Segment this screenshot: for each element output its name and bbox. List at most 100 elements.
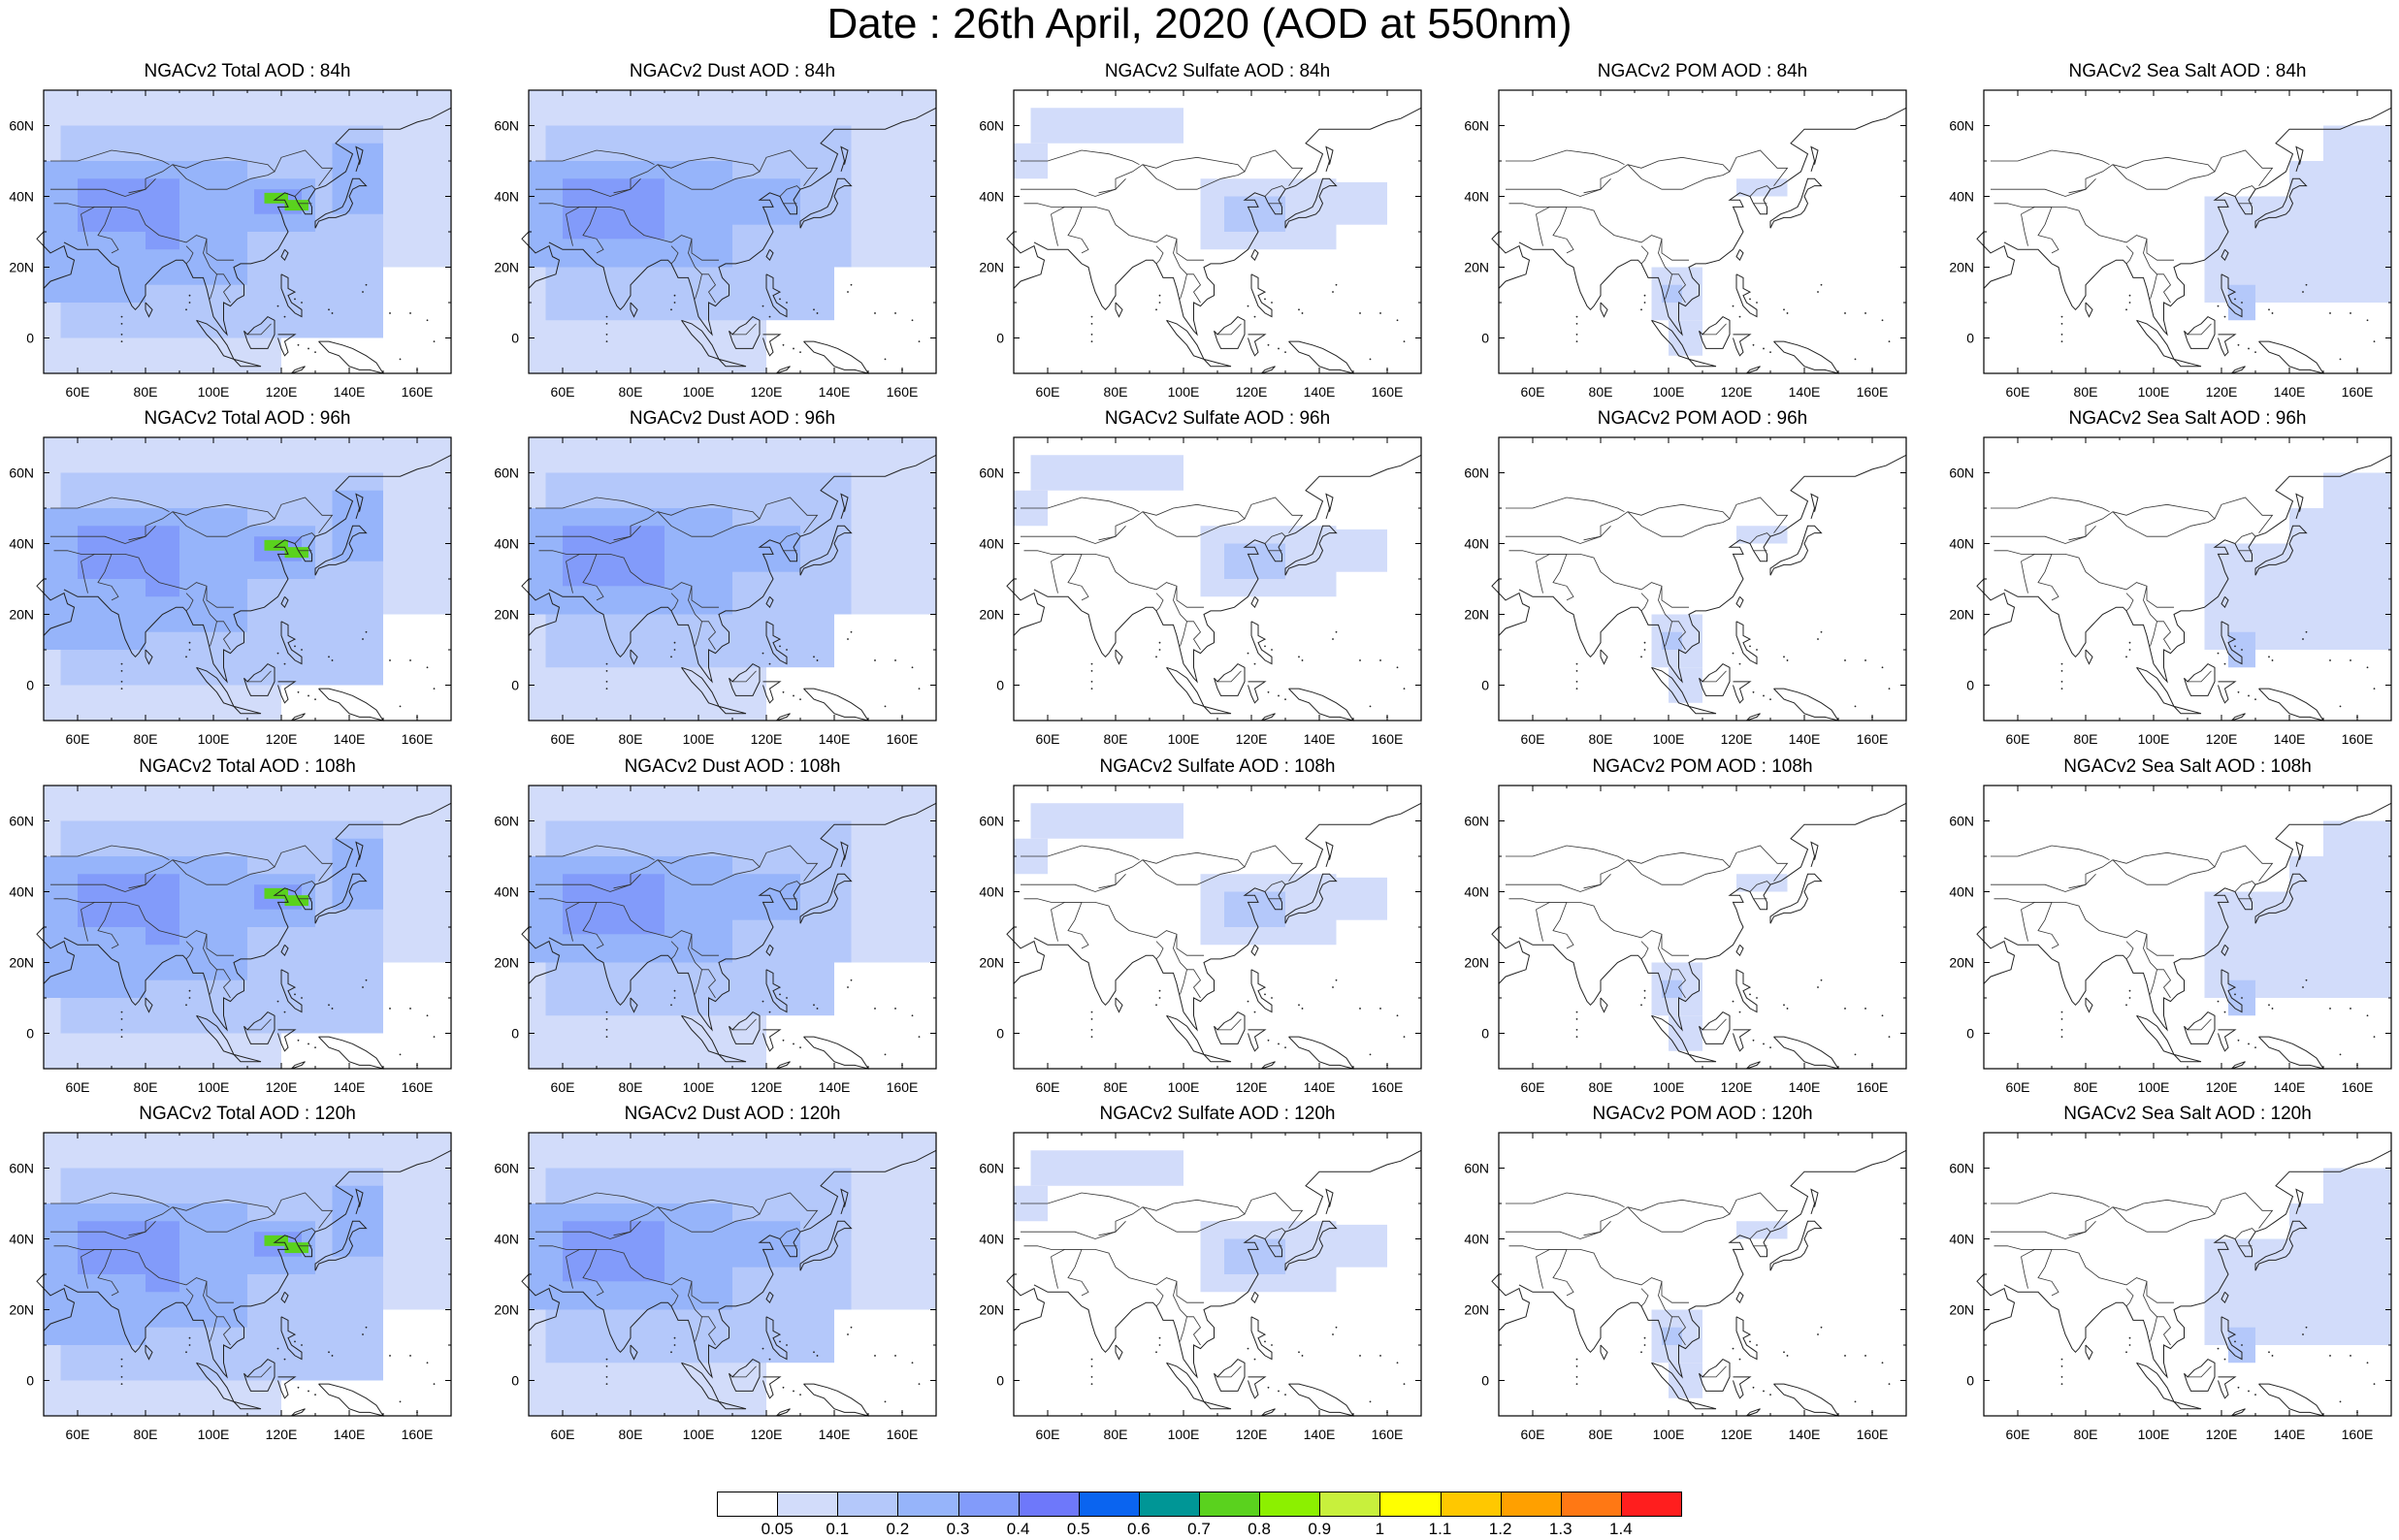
island <box>1090 680 1093 683</box>
island <box>1783 656 1785 658</box>
colorbar-label: 1.4 <box>1609 1520 1633 1538</box>
island <box>1267 1386 1270 1389</box>
island <box>1090 1028 1093 1031</box>
island <box>283 662 286 665</box>
island <box>1864 312 1866 314</box>
coastline <box>233 1400 262 1410</box>
island <box>399 705 402 708</box>
country-border <box>779 1228 801 1239</box>
country-border <box>1142 859 1246 885</box>
island <box>2329 1008 2331 1010</box>
country-border <box>1627 511 1731 537</box>
country-border <box>566 1249 719 1303</box>
country-border <box>2037 1249 2059 1297</box>
island <box>1369 705 1372 708</box>
island <box>301 997 303 999</box>
coastline <box>1518 802 1907 1032</box>
coastline <box>765 1291 774 1304</box>
coastline <box>1115 649 1123 665</box>
island <box>2366 1014 2369 1017</box>
coastline <box>1735 248 1744 262</box>
island <box>799 1394 801 1396</box>
lat-label: 60N <box>9 814 34 829</box>
island <box>331 659 334 661</box>
island <box>362 638 364 640</box>
colorbar-swatch <box>1199 1492 1261 1517</box>
lon-label: 160E <box>2342 1427 2374 1442</box>
country-border <box>779 185 801 197</box>
island <box>1881 666 1884 669</box>
island <box>1253 1358 1256 1361</box>
lat-label: 20N <box>1464 607 1489 623</box>
aod-shading <box>383 614 451 686</box>
country-border <box>1702 1018 1727 1031</box>
country-border <box>2021 902 2174 956</box>
country-border <box>1023 203 1082 208</box>
coastline <box>1288 688 1355 722</box>
coastline <box>1033 107 1422 337</box>
lon-label: 80E <box>134 1079 158 1095</box>
coastline <box>2221 944 2229 957</box>
lon-label: 140E <box>1789 1079 1821 1095</box>
coastline <box>277 681 297 704</box>
lon-label: 160E <box>402 1427 434 1442</box>
country-border <box>2125 593 2134 612</box>
island <box>409 1008 411 1010</box>
lat-label: 20N <box>979 607 1004 623</box>
island <box>1332 291 1334 293</box>
coastline <box>2218 681 2237 704</box>
island <box>894 312 896 314</box>
aod-map: 60E 80E 100E 120E 140E 160E 60N 40N 20N 0 <box>1949 436 2392 747</box>
coastline <box>277 1376 297 1399</box>
country-border <box>2068 874 2096 889</box>
island <box>1247 652 1249 655</box>
country-border <box>1552 554 1574 601</box>
coastline <box>243 662 276 696</box>
island <box>911 666 914 669</box>
coastline <box>1735 273 1758 318</box>
lon-label: 60E <box>2006 1079 2030 1095</box>
island <box>120 1365 123 1367</box>
country-border <box>247 323 272 336</box>
coastline <box>2003 454 2392 684</box>
country-border <box>613 1221 641 1236</box>
coastline <box>765 1316 788 1361</box>
panel-title: NGACv2 Total AOD : 84h <box>144 61 351 81</box>
island <box>884 358 887 361</box>
aod-shading <box>563 178 665 240</box>
country-border <box>1023 898 1082 903</box>
island <box>605 1028 608 1031</box>
island <box>673 641 676 644</box>
lon-label: 120E <box>2206 1079 2238 1095</box>
coastline <box>2231 1061 2246 1070</box>
island <box>2237 343 2240 346</box>
country-border <box>294 185 316 197</box>
island <box>399 358 402 361</box>
island <box>1844 1008 1846 1010</box>
aod-map: 60E 80E 100E 120E 140E 160E 60N 40N 20N 0 <box>494 785 937 1095</box>
coastline <box>2295 493 2304 520</box>
island <box>2254 1046 2256 1048</box>
coastline <box>2173 1400 2202 1410</box>
coastline <box>1284 177 1338 229</box>
aod-shading <box>44 232 146 303</box>
island <box>779 298 781 301</box>
island <box>1379 312 1381 314</box>
lat-label: 40N <box>1949 189 1974 205</box>
lon-label: 60E <box>1521 1079 1545 1095</box>
colorbar-label: 1.3 <box>1548 1520 1572 1538</box>
island <box>301 302 303 304</box>
country-border <box>535 845 819 892</box>
island <box>283 1358 286 1361</box>
coastline <box>2295 841 2304 868</box>
coastline <box>1769 873 1823 924</box>
lat-label: 60N <box>1464 465 1489 481</box>
island <box>786 649 788 651</box>
lat-label: 60N <box>494 814 519 829</box>
island <box>1090 1358 1093 1361</box>
island <box>1369 358 1372 361</box>
island <box>874 312 876 314</box>
coastline <box>1214 1011 1246 1044</box>
coastline <box>840 493 849 520</box>
island <box>673 1344 676 1346</box>
